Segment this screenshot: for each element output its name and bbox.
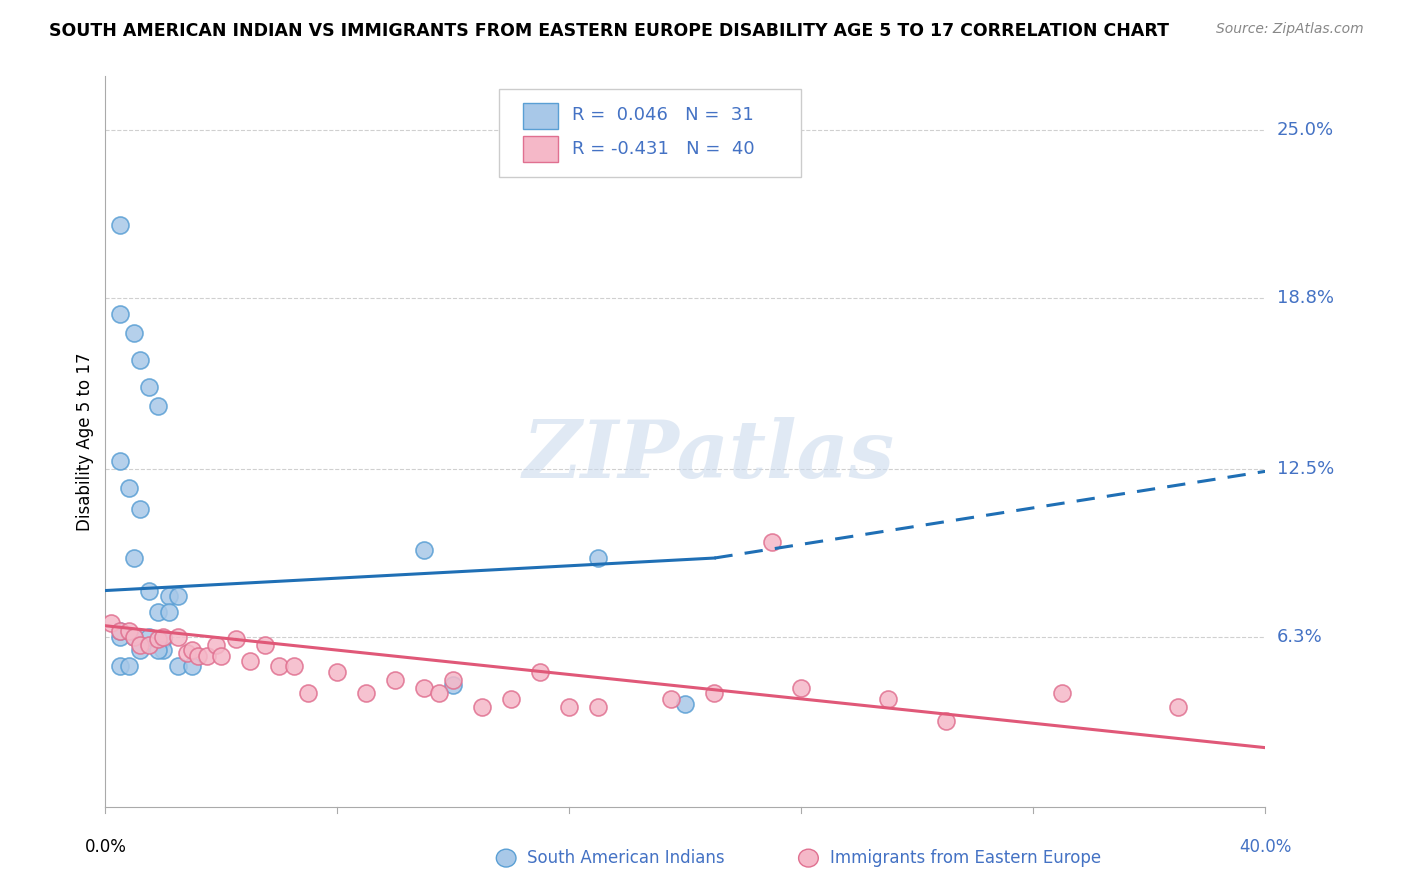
Point	[167, 630, 190, 644]
Point	[877, 692, 900, 706]
Point	[138, 638, 160, 652]
Point	[1052, 686, 1074, 700]
Point	[146, 400, 169, 414]
Text: 0.0%: 0.0%	[84, 838, 127, 855]
Point	[146, 643, 169, 657]
Point	[138, 583, 160, 598]
Point	[935, 714, 957, 728]
Point	[157, 589, 180, 603]
Point	[195, 648, 218, 663]
Text: ZIPatlas: ZIPatlas	[523, 417, 894, 495]
Text: SOUTH AMERICAN INDIAN VS IMMIGRANTS FROM EASTERN EUROPE DISABILITY AGE 5 TO 17 C: SOUTH AMERICAN INDIAN VS IMMIGRANTS FROM…	[49, 22, 1170, 40]
Point	[588, 551, 610, 566]
Point	[157, 605, 180, 619]
Point	[441, 673, 464, 687]
Text: 12.5%: 12.5%	[1277, 459, 1334, 477]
Point	[108, 624, 131, 639]
Point	[146, 632, 169, 647]
Point	[129, 638, 152, 652]
Point	[124, 630, 146, 644]
Point	[269, 659, 291, 673]
Point	[118, 659, 141, 673]
Point	[761, 534, 783, 549]
Text: 6.3%: 6.3%	[1277, 628, 1322, 646]
Point	[100, 615, 122, 630]
Point	[138, 380, 160, 394]
Text: South American Indians: South American Indians	[527, 849, 725, 867]
Point	[675, 698, 697, 712]
Point	[176, 646, 198, 660]
Text: Immigrants from Eastern Europe: Immigrants from Eastern Europe	[830, 849, 1101, 867]
Point	[501, 692, 523, 706]
Point	[108, 218, 131, 232]
Text: Source: ZipAtlas.com: Source: ZipAtlas.com	[1216, 22, 1364, 37]
Point	[124, 326, 146, 341]
Point	[558, 700, 581, 714]
Point	[108, 630, 131, 644]
Point	[225, 632, 247, 647]
Point	[138, 630, 160, 644]
Point	[441, 678, 464, 692]
Point	[181, 659, 204, 673]
Point	[124, 630, 146, 644]
Point	[356, 686, 378, 700]
Point	[129, 643, 152, 657]
Point	[253, 638, 276, 652]
Point	[146, 605, 169, 619]
Point	[384, 673, 406, 687]
Point	[659, 692, 682, 706]
Point	[108, 307, 131, 321]
Point	[167, 589, 190, 603]
Point	[129, 502, 152, 516]
Point	[204, 638, 226, 652]
Point	[152, 630, 174, 644]
Point	[108, 659, 131, 673]
Point	[471, 700, 494, 714]
Point	[124, 551, 146, 566]
Text: R = -0.431   N =  40: R = -0.431 N = 40	[572, 140, 755, 158]
Point	[703, 686, 725, 700]
Text: 25.0%: 25.0%	[1277, 121, 1334, 139]
Text: 18.8%: 18.8%	[1277, 289, 1333, 307]
Point	[108, 453, 131, 467]
Point	[118, 624, 141, 639]
Y-axis label: Disability Age 5 to 17: Disability Age 5 to 17	[76, 352, 94, 531]
Text: 40.0%: 40.0%	[1239, 838, 1292, 855]
Point	[588, 700, 610, 714]
Point	[211, 648, 233, 663]
Point	[326, 665, 349, 679]
Point	[118, 481, 141, 495]
Point	[187, 648, 209, 663]
Point	[297, 686, 319, 700]
Point	[413, 681, 436, 695]
Point	[1167, 700, 1189, 714]
Point	[283, 659, 305, 673]
Point	[239, 654, 262, 668]
Point	[427, 686, 450, 700]
Point	[790, 681, 813, 695]
Point	[129, 353, 152, 368]
Point	[152, 643, 174, 657]
Text: R =  0.046   N =  31: R = 0.046 N = 31	[572, 106, 754, 124]
Point	[167, 659, 190, 673]
Point	[108, 624, 131, 639]
Point	[413, 542, 436, 557]
Point	[152, 632, 174, 647]
Point	[529, 665, 551, 679]
Point	[181, 643, 204, 657]
